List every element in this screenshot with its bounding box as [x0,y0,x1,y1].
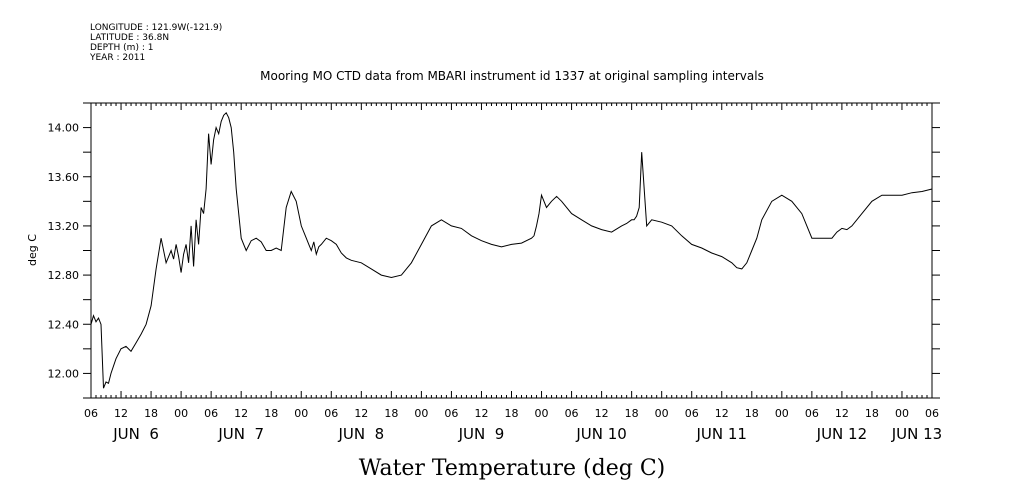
y-tick-label: 13.20 [48,220,80,233]
y-tick-label: 12.40 [48,318,80,331]
x-tick-label: 00 [655,407,669,420]
y-tick-label: 12.00 [48,367,80,380]
latitude-label: LATITUDE : 36.8N [90,33,169,43]
x-tick-label: 06 [84,407,98,420]
day-label: JUN 13 [891,425,942,443]
x-tick-label: 06 [925,407,939,420]
x-tick-label: 06 [565,407,579,420]
x-tick-label: 06 [685,407,699,420]
year-label: YEAR : 2011 [89,53,145,63]
x-tick-label: 06 [444,407,458,420]
mooring-metadata: LONGITUDE : 121.9W(-121.9) LATITUDE : 36… [89,23,222,63]
y-axis-label: deg C [26,234,39,266]
day-label: JUN 9 [458,425,505,443]
day-labels: JUN 6 JUN 7 JUN 8 JUN 9 JUN 10 JUN 11 JUN 12 JU… [112,425,942,443]
x-tick-label: 18 [384,407,398,420]
x-tick-label: 00 [775,407,789,420]
axis-ticks [83,102,940,399]
day-label: JUN 7 [217,425,264,443]
longitude-label: LONGITUDE : 121.9W(-121.9) [90,23,222,33]
x-tick-label: 18 [865,407,879,420]
day-label: JUN 10 [575,425,626,443]
x-tick-label: 12 [114,407,128,420]
x-tick-label: 00 [174,407,188,420]
x-tick-label: 18 [264,407,278,420]
chart-title: Mooring MO CTD data from MBARI instrumen… [260,69,764,83]
x-tick-label: 12 [234,407,248,420]
x-tick-label: 06 [204,407,218,420]
x-tick-label: 12 [595,407,609,420]
x-axis-label: Water Temperature (deg C) [359,456,666,481]
y-tick-label: 14.00 [48,122,80,135]
x-tick-label: 00 [535,407,549,420]
y-tick-labels: 12.00 12.40 12.80 13.20 13.60 14.00 [48,122,80,381]
x-tick-label: 12 [715,407,729,420]
x-tick-label: 18 [625,407,639,420]
x-tick-label: 00 [294,407,308,420]
x-tick-label: 12 [835,407,849,420]
plot-frame [90,102,933,399]
x-tick-label: 00 [895,407,909,420]
day-label: JUN 11 [696,425,747,443]
x-tick-label: 18 [745,407,759,420]
x-tick-labels: 06 12 18 00 06 12 18 00 06 12 18 00 06 12 18 00 06 12 18 00… [84,407,939,420]
depth-label: DEPTH (m) : 1 [90,43,153,53]
x-tick-label: 18 [505,407,519,420]
y-tick-label: 13.60 [48,171,80,184]
x-tick-label: 12 [474,407,488,420]
y-tick-label: 12.80 [48,269,80,282]
day-label: JUN 8 [337,425,384,443]
day-label: JUN 12 [816,425,867,443]
x-tick-label: 12 [354,407,368,420]
water-temperature-line [90,111,933,389]
x-tick-label: 06 [324,407,338,420]
day-label: JUN 6 [112,425,159,443]
x-tick-label: 00 [414,407,428,420]
x-tick-label: 18 [144,407,158,420]
x-tick-label: 06 [805,407,819,420]
